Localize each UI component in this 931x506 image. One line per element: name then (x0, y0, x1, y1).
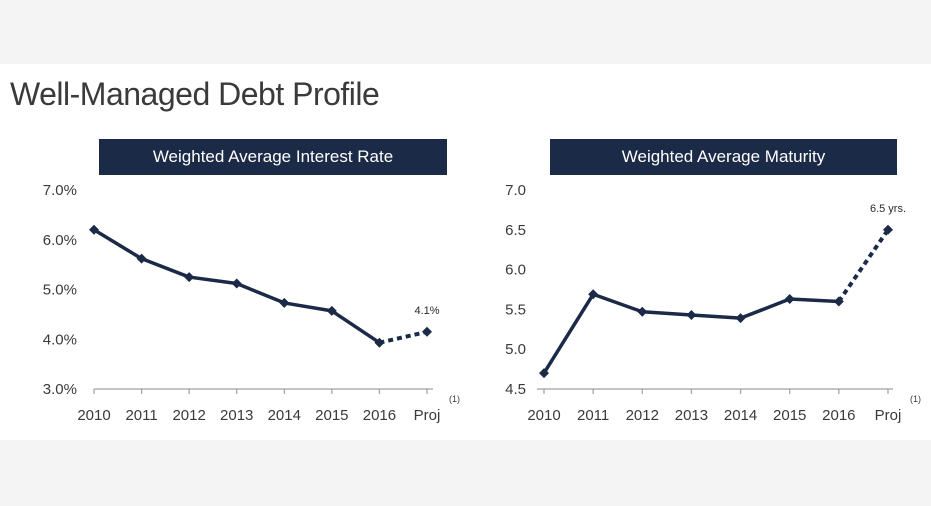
rate-data-point (136, 253, 147, 264)
maturity-projection-line (837, 228, 890, 303)
maturity-data-point (588, 289, 599, 300)
rate-data-point (89, 224, 99, 235)
maturity-chart-title: Weighted Average Maturity (550, 139, 897, 175)
maturity-y-tick-label: 7.0 (505, 182, 526, 199)
maturity-x-tick-label: 2013 (675, 407, 708, 424)
rate-data-label: 4.1% (414, 305, 439, 317)
maturity-data-label: 6.5 yrs. (870, 203, 906, 215)
maturity-data-point (539, 368, 549, 379)
rate-y-tick-label: 4.0% (43, 331, 77, 348)
rate-x-tick-label: 2016 (363, 407, 396, 424)
rate-data-point (326, 305, 337, 316)
maturity-y-tick-label: 6.5 (505, 222, 526, 239)
maturity-data-point (784, 294, 795, 305)
maturity-data-point (686, 309, 697, 320)
maturity-y-tick-label: 5.5 (505, 301, 526, 318)
rate-data-point (422, 326, 432, 337)
maturity-x-tick-label: 2014 (724, 407, 757, 424)
maturity-y-tick-label: 6.0 (505, 262, 526, 279)
rate-x-tick-label: 2013 (220, 407, 253, 424)
maturity-x-tick-label: 2011 (577, 407, 609, 424)
maturity-data-point (735, 313, 746, 324)
page-title: Well-Managed Debt Profile (10, 76, 380, 112)
rate-y-tick-label: 6.0% (43, 232, 77, 249)
rate-data-point (231, 278, 242, 289)
rate-x-tick-label: 2010 (77, 407, 110, 424)
maturity-footnote-marker: (1) (910, 394, 921, 404)
rate-x-tick-label: 2014 (268, 407, 301, 424)
rate-x-tick-label: 2011 (125, 407, 157, 424)
rate-y-tick-label: 7.0% (43, 182, 77, 199)
maturity-data-point (833, 296, 844, 307)
maturity-x-tick-label: Proj (875, 407, 902, 424)
interest-rate-chart-title: Weighted Average Interest Rate (99, 139, 447, 175)
maturity-y-tick-label: 4.5 (505, 381, 526, 398)
rate-y-tick-label: 5.0% (43, 282, 77, 299)
maturity-series-line (542, 292, 839, 375)
rate-y-tick-label: 3.0% (43, 381, 77, 398)
maturity-data-point (883, 224, 893, 235)
maturity-x-tick-label: 2016 (822, 407, 855, 424)
rate-data-point (184, 272, 195, 283)
maturity-data-point (637, 306, 648, 317)
rate-footnote-marker: (1) (449, 394, 460, 404)
rate-x-tick-label: Proj (414, 407, 441, 424)
rate-x-tick-label: 2012 (172, 407, 205, 424)
rate-data-point (374, 337, 385, 348)
maturity-y-tick-label: 5.0 (505, 341, 526, 358)
rate-data-point (279, 297, 290, 308)
maturity-x-tick-label: 2012 (626, 407, 659, 424)
maturity-x-tick-label: 2015 (773, 407, 806, 424)
maturity-x-tick-label: 2010 (527, 407, 560, 424)
rate-projection-line (378, 329, 428, 345)
rate-x-tick-label: 2015 (315, 407, 348, 424)
bottom-band (0, 440, 931, 506)
top-band (0, 0, 931, 64)
